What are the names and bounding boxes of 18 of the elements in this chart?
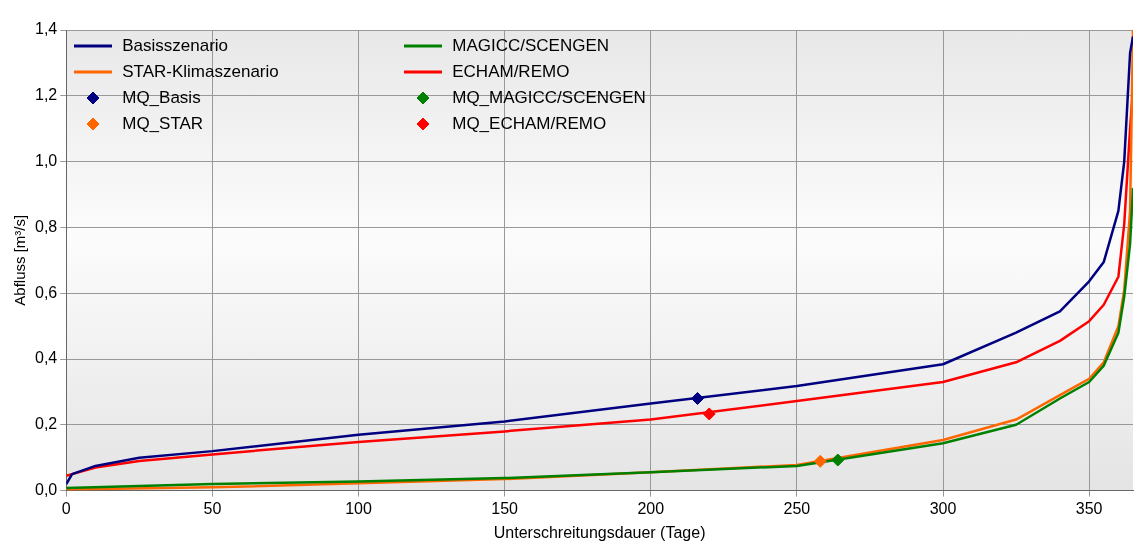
y-tick-label: 0,0 [34, 481, 58, 499]
x-tick-label: 250 [783, 499, 811, 517]
y-tick-label: 0,2 [34, 415, 58, 433]
x-tick-label: 200 [637, 499, 665, 517]
y-tick-label: 1,4 [34, 20, 58, 38]
x-tick-label: 350 [1075, 499, 1103, 517]
y-axis-title: Abfluss [m³/s] [11, 214, 29, 306]
y-tick-label: 1,0 [34, 152, 58, 170]
y-tick-label: 0,8 [34, 217, 58, 235]
x-tick-label: 150 [491, 499, 519, 517]
y-tick-label: 0,6 [34, 283, 58, 301]
x-tick-label: 0 [61, 499, 71, 517]
y-tick-label: 1,2 [34, 86, 58, 104]
x-tick-label: 50 [203, 499, 222, 517]
x-axis-title: Unterschreitungsdauer (Tage) [493, 523, 706, 541]
y-tick-label: 0,4 [34, 349, 58, 367]
x-tick-label: 100 [345, 499, 372, 517]
x-tick-label: 300 [929, 499, 957, 517]
